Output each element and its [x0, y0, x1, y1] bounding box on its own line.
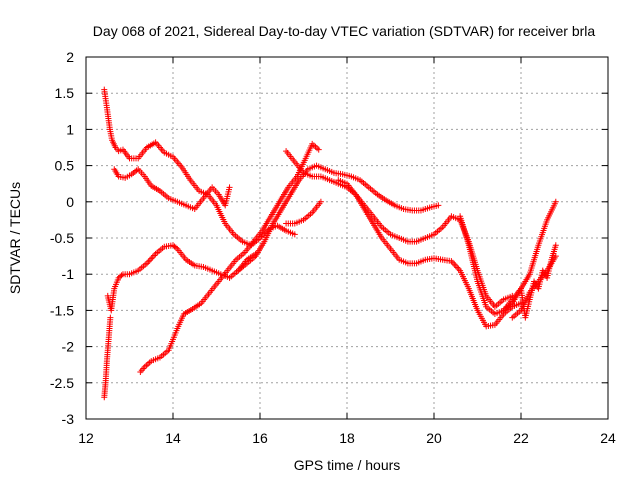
x-tick-label: 22	[513, 430, 529, 446]
series-arc-11	[509, 253, 559, 321]
data-point	[118, 272, 125, 279]
x-tick-label: 12	[78, 430, 94, 446]
data-point	[291, 231, 298, 238]
series-arc-7	[283, 148, 516, 310]
y-tick-label: -2.5	[50, 375, 74, 391]
x-tick-label: 24	[600, 430, 616, 446]
y-axis-label: SDTVAR / TECUs	[7, 182, 23, 294]
y-tick-label: 0	[66, 194, 74, 210]
series-arc-2	[111, 166, 233, 213]
x-tick-label: 14	[165, 430, 181, 446]
y-tick-label: 0.5	[55, 158, 75, 174]
data-point	[315, 146, 322, 153]
series-arc-6	[235, 162, 442, 274]
y-tick-label: 2	[66, 49, 74, 65]
y-tick-label: -3	[62, 411, 75, 427]
x-tick-label: 18	[339, 430, 355, 446]
y-tick-label: -2	[62, 339, 75, 355]
x-axis-label: GPS time / hours	[294, 457, 401, 473]
data-point	[317, 198, 324, 205]
data-point	[552, 253, 559, 260]
data-point	[107, 314, 114, 321]
y-tick-label: -0.5	[50, 230, 74, 246]
data-point	[552, 242, 559, 249]
data-point	[172, 244, 179, 251]
y-tick-label: -1	[62, 266, 75, 282]
axis-ticks: 12 14 16 18 20 22 24 -3 -2.5 -2 -1.5 -1 -0.5 0 0.5 1 1.5…	[50, 49, 616, 446]
y-tick-label: -1.5	[50, 302, 74, 318]
y-tick-label: 1.5	[55, 85, 75, 101]
y-tick-label: 1	[66, 121, 74, 137]
data-marks	[101, 86, 559, 401]
x-tick-label: 20	[426, 430, 442, 446]
data-point	[435, 202, 442, 209]
x-tick-label: 16	[252, 430, 268, 446]
series-arc-12	[283, 198, 324, 227]
series-arc-4	[101, 314, 114, 401]
series-arc-5	[137, 140, 322, 375]
data-point	[552, 198, 559, 205]
data-point	[226, 184, 233, 191]
plot-frame	[85, 56, 609, 420]
chart-title: Day 068 of 2021, Sidereal Day-to-day VTE…	[93, 23, 596, 39]
